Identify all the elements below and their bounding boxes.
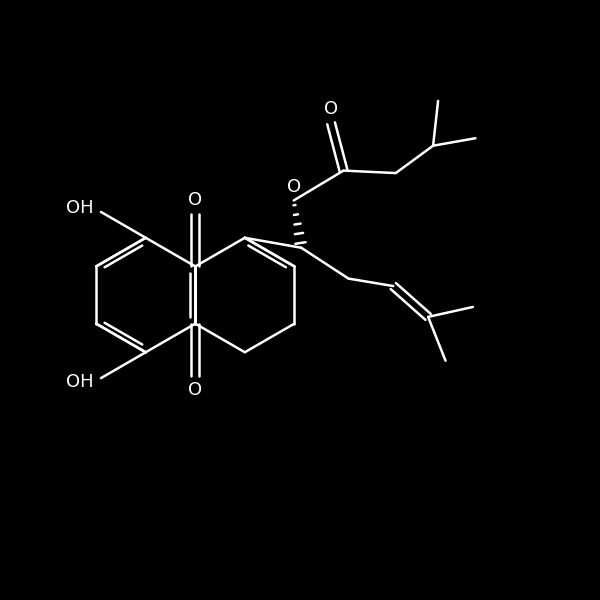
Text: O: O [287, 178, 301, 196]
Text: O: O [188, 381, 202, 399]
Text: OH: OH [66, 373, 94, 391]
Text: O: O [188, 191, 202, 209]
Text: O: O [324, 100, 338, 118]
Text: OH: OH [66, 199, 94, 217]
